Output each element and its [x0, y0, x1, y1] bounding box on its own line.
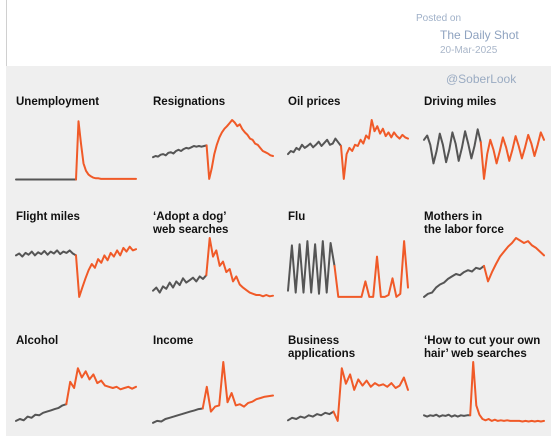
chart-12-title-line-2: hair’ web searches [424, 348, 527, 360]
chart-2-line-before [152, 144, 208, 159]
watermark-source: The Daily Shot [440, 28, 519, 42]
chart-3: Oil prices [287, 96, 409, 180]
chart-11-title-line-1: Business [288, 335, 339, 347]
chart-10: Income [152, 335, 274, 424]
chart-4-line-before [423, 128, 482, 165]
chart-5-line-after [75, 245, 137, 298]
chart-7-title-line-1: Flu [288, 211, 305, 223]
watermark-date: 20-Mar-2025 [440, 45, 498, 56]
chart-1: Unemployment [15, 96, 137, 181]
chart-7: Flu [287, 211, 409, 298]
chart-2-title-line-1: Resignations [153, 96, 225, 108]
chart-5: Flight miles [15, 211, 137, 298]
watermark: Posted on The Daily Shot 20-Mar-2025 [391, 0, 551, 66]
chart-11-line-after [332, 367, 409, 422]
chart-2: Resignations [152, 96, 274, 180]
chart-4-line-after [479, 131, 545, 180]
chart-10-line-after [201, 361, 274, 413]
chart-2-line-after [205, 119, 274, 180]
chart-1-title-line-1: Unemployment [16, 96, 99, 108]
chart-5-line-before [15, 249, 77, 258]
chart-8-line-before [423, 264, 485, 298]
chart-10-title-line-1: Income [153, 335, 193, 347]
chart-6-title-line-1: ‘Adopt a dog’ [153, 211, 226, 223]
chart-6: ‘Adopt a dog’web searches [152, 211, 274, 298]
chart-12-line-before [423, 413, 472, 418]
chart-9-line-before [15, 403, 68, 422]
watermark-posted-label: Posted on [416, 13, 462, 24]
chart-8-title-line-2: the labor force [424, 224, 504, 236]
chart-12-line-after [469, 361, 545, 423]
chart-1-line-after [75, 120, 137, 181]
chart-7-line-after [333, 240, 409, 298]
chart-8-line-after [483, 237, 545, 283]
chart-11-title-line-2: applications [288, 348, 355, 360]
chart-7-line-before [287, 240, 336, 295]
chart-12-title-line-1: ‘How to cut your own [424, 335, 540, 347]
chart-6-line-after [205, 237, 274, 298]
chart-9: Alcohol [15, 335, 137, 422]
chart-6-line-before [152, 274, 208, 294]
chart-10-line-before [152, 407, 204, 424]
chart-panel [6, 66, 551, 436]
chart-6-title-line-2: web searches [152, 224, 228, 236]
chart-11-line-before [287, 410, 335, 422]
chart-8-title-line-1: Mothers in [424, 211, 482, 223]
chart-4-title-line-1: Driving miles [424, 96, 496, 108]
chart-4: Driving miles [423, 96, 545, 180]
watermark-handle: @SoberLook [446, 72, 517, 86]
chart-3-line-before [287, 137, 342, 156]
chart-9-title-line-1: Alcohol [16, 335, 58, 347]
chart-9-line-after [65, 367, 137, 406]
chart-3-title-line-1: Oil prices [288, 96, 340, 108]
chart-5-title-line-1: Flight miles [16, 211, 80, 223]
chart-3-line-after [340, 119, 409, 180]
